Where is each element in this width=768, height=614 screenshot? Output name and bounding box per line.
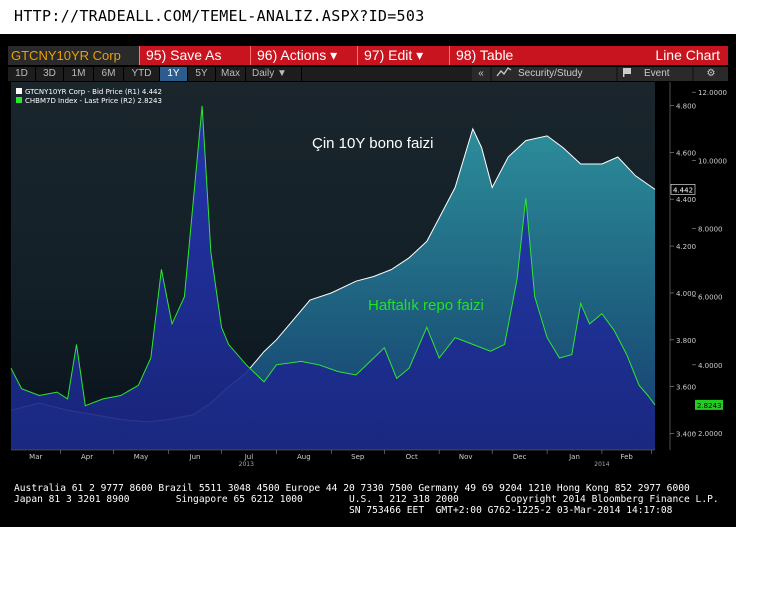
ticker-field[interactable]: GTCNY10YR Corp xyxy=(8,46,139,65)
chart-area: GTCNY10YR Corp - Bid Price (R1) 4.442 CH… xyxy=(10,82,727,468)
actions-number: 96) xyxy=(257,47,278,63)
y2-tick-label: 4.0000 xyxy=(698,362,723,370)
x-tick-label: Aug xyxy=(297,453,311,461)
table-button[interactable]: 98) Table xyxy=(449,46,549,65)
y-axis: 4.800 4.600 4.400 4.200 4.000 3.800 3.600 3.400… xyxy=(670,89,727,439)
legend-swatch-repo xyxy=(16,97,22,103)
legend-label-repo: CHBM7D Index - Last Price (R2) 2.8243 xyxy=(25,97,162,105)
x-tick-label: Feb xyxy=(620,453,633,461)
actions-label: Actions xyxy=(280,47,327,63)
x-tick-label: Oct xyxy=(406,453,418,461)
x-tick-label: Dec xyxy=(513,453,527,461)
footer-contacts: Australia 61 2 9777 8600 Brazil 5511 304… xyxy=(14,483,719,516)
footer-line-2: Japan 81 3 3201 8900 Singapore 65 6212 1… xyxy=(14,494,719,505)
y2-tick-label: 8.0000 xyxy=(698,226,723,234)
y1-tick-label: 4.800 xyxy=(676,102,696,110)
y2-tick-label: 12.0000 xyxy=(698,89,727,97)
x-tick-label: Nov xyxy=(459,453,473,461)
event-flag-icon xyxy=(623,68,631,77)
range-ytd[interactable]: YTD xyxy=(124,67,160,81)
frequency-label: Daily xyxy=(252,68,275,79)
range-1d[interactable]: 1D xyxy=(8,67,36,81)
range-1y[interactable]: 1Y xyxy=(160,67,188,81)
last-value-box-bond xyxy=(670,184,696,195)
legend: GTCNY10YR Corp - Bid Price (R1) 4.442 CH… xyxy=(16,88,162,105)
y2-tick-label: 10.0000 xyxy=(698,157,727,165)
edit-number: 97) xyxy=(364,47,385,63)
y2-tick-label: 2.0000 xyxy=(698,430,723,438)
range-6m[interactable]: 6M xyxy=(94,67,124,81)
x-tick-label: Jun xyxy=(189,453,201,461)
x-tick-label: Apr xyxy=(81,453,93,461)
y1-tick-label: 3.800 xyxy=(676,337,696,345)
y2-tick-label: 6.0000 xyxy=(698,294,723,302)
chevron-down-icon: ▼ xyxy=(277,68,287,79)
x-tick-label: Jan xyxy=(568,453,580,461)
range-3d[interactable]: 3D xyxy=(36,67,64,81)
edit-button[interactable]: 97) Edit ▾ xyxy=(357,46,449,65)
bloomberg-terminal: GTCNY10YR Corp 95) Save As 96) Actions ▾… xyxy=(0,34,736,527)
range-5y[interactable]: 5Y xyxy=(188,67,216,81)
footer-line-3: SN 753466 EET GMT+2:00 G762-1225-2 03-Ma… xyxy=(14,505,673,516)
x-year-label: 2013 xyxy=(239,461,254,468)
chart-line-icon xyxy=(496,67,512,77)
event-button[interactable]: Event xyxy=(618,67,692,81)
x-tick-label: Mar xyxy=(29,453,42,461)
save-as-number: 95) xyxy=(146,47,167,63)
toolbar: GTCNY10YR Corp 95) Save As 96) Actions ▾… xyxy=(8,46,728,65)
range-1m[interactable]: 1M xyxy=(64,67,94,81)
plot-layer xyxy=(10,105,656,451)
save-as-button[interactable]: 95) Save As xyxy=(139,46,250,65)
frequency-dropdown[interactable]: Daily ▼ xyxy=(246,67,302,81)
gear-icon[interactable]: ⚙ xyxy=(694,67,728,81)
table-number: 98) xyxy=(456,47,477,63)
edit-label: Edit xyxy=(388,47,413,63)
y1-tick-label: 4.200 xyxy=(676,243,696,251)
actions-button[interactable]: 96) Actions ▾ xyxy=(250,46,347,65)
annotation-bond: Çin 10Y bono faizi xyxy=(312,135,433,152)
chart-type-label[interactable]: Line Chart xyxy=(655,47,720,63)
y1-tick-label: 3.400 xyxy=(676,431,696,439)
annotation-repo: Haftalık repo faizi xyxy=(368,297,484,314)
security-study-button[interactable]: Security/Study xyxy=(492,67,616,81)
last-value-box-repo xyxy=(695,399,723,410)
x-axis: Mar Apr May Jun Jul Aug Sep Oct Nov Dec Jan Feb 2013… xyxy=(11,449,655,468)
table-label: Table xyxy=(479,47,514,63)
save-as-label: Save As xyxy=(170,47,222,63)
x-tick-label: Sep xyxy=(351,453,365,461)
last-value-repo: 2.8243 xyxy=(697,402,722,410)
series-line-repo xyxy=(10,105,656,407)
y1-tick-label: 4.600 xyxy=(676,149,696,157)
range-max[interactable]: Max xyxy=(216,67,246,81)
page-url: HTTP://TRADEALL.COM/TEMEL-ANALIZ.ASPX?ID… xyxy=(14,7,425,25)
y1-tick-label: 3.600 xyxy=(676,384,696,392)
legend-label-bond: GTCNY10YR Corp - Bid Price (R1) 4.442 xyxy=(25,88,162,96)
security-study-label: Security/Study xyxy=(518,68,583,79)
last-value-bond: 4.442 xyxy=(673,186,693,194)
range-bar: 1D 3D 1M 6M YTD 1Y 5Y Max Daily ▼ « Secu… xyxy=(8,67,728,81)
x-tick-label: May xyxy=(134,453,148,461)
collapse-icon[interactable]: « xyxy=(472,67,490,81)
legend-swatch-bond xyxy=(16,88,22,94)
x-year-label: 2014 xyxy=(594,461,609,468)
chevron-down-icon: ▾ xyxy=(416,47,424,63)
footer-line-1: Australia 61 2 9777 8600 Brazil 5511 304… xyxy=(14,483,690,494)
y1-tick-label: 4.400 xyxy=(676,196,696,204)
y1-tick-label: 4.000 xyxy=(676,290,696,298)
event-label: Event xyxy=(644,68,670,79)
area-repo xyxy=(11,105,655,451)
chevron-down-icon: ▾ xyxy=(330,47,338,63)
x-tick-label: Jul xyxy=(244,453,254,461)
